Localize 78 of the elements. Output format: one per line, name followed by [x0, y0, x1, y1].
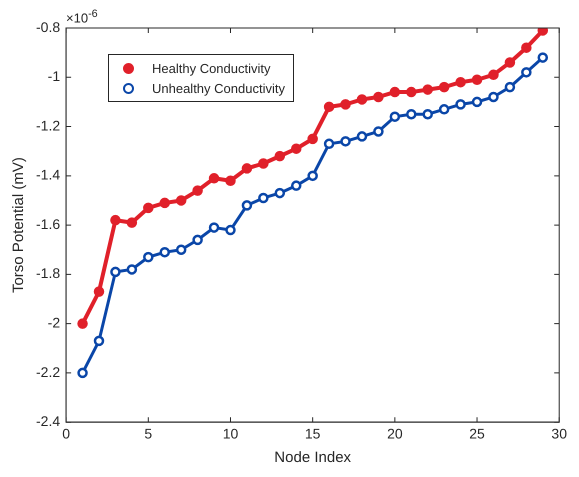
point — [406, 86, 417, 98]
y-tick-label: -0.8 — [36, 18, 60, 35]
point — [126, 264, 138, 275]
point — [208, 173, 220, 184]
point — [472, 96, 482, 108]
point — [159, 198, 170, 208]
point — [438, 82, 450, 92]
point — [225, 224, 236, 236]
point — [208, 222, 220, 233]
point — [438, 104, 450, 115]
point — [455, 99, 466, 110]
x-tick-label: 25 — [469, 425, 486, 442]
y-tick-label: -2 — [48, 314, 60, 331]
point — [143, 202, 154, 214]
point — [324, 102, 334, 112]
point — [373, 92, 384, 102]
point — [274, 150, 286, 162]
point — [192, 185, 203, 196]
point — [159, 246, 170, 258]
x-tick-label: 5 — [144, 425, 152, 442]
y-tick-label: -2.2 — [36, 364, 60, 380]
point — [176, 195, 186, 206]
point — [258, 192, 269, 204]
point — [406, 108, 417, 120]
point — [143, 252, 154, 262]
point — [110, 266, 121, 278]
point — [422, 84, 433, 95]
point — [225, 176, 236, 186]
point — [422, 108, 433, 120]
x-tick-label: 0 — [62, 425, 70, 442]
x-tick-label: 30 — [551, 425, 568, 442]
point — [390, 86, 400, 98]
point — [192, 234, 203, 246]
point — [126, 217, 138, 228]
x-tick-label: 15 — [304, 425, 321, 442]
point — [373, 126, 384, 137]
y-tick-label: -1.2 — [36, 117, 60, 134]
text: ×10$^{-6}$ — [66, 8, 98, 26]
point — [340, 99, 351, 110]
x-axis-title: Node Index — [274, 449, 352, 466]
point — [77, 318, 88, 329]
point — [504, 57, 516, 68]
y-tick-label: -2.4 — [36, 413, 60, 430]
y-axis-title: Torso Potential (mV) — [10, 157, 28, 294]
point — [307, 170, 318, 182]
y-tick-label: -1.6 — [36, 216, 60, 232]
point — [94, 286, 104, 297]
point — [521, 67, 532, 78]
point — [258, 158, 269, 169]
point — [94, 336, 104, 346]
point — [274, 188, 286, 198]
y-tick-label: -1.4 — [36, 166, 60, 183]
point — [472, 74, 482, 85]
point — [488, 70, 499, 80]
point — [290, 143, 302, 154]
point — [110, 214, 121, 226]
legend-label: Healthy Conductivity — [152, 60, 270, 76]
point — [390, 111, 400, 122]
legend-label: Unhealthy Conductivity — [152, 80, 285, 96]
point — [242, 200, 252, 211]
x-tick-label: 10 — [222, 425, 238, 442]
point — [538, 52, 548, 63]
point — [242, 163, 252, 174]
point — [290, 180, 302, 191]
point — [176, 244, 186, 255]
point — [340, 136, 351, 147]
x-tick-label: 20 — [387, 425, 403, 442]
point — [356, 131, 368, 142]
y-tick-label: -1 — [48, 68, 60, 84]
point — [77, 368, 88, 378]
point — [455, 76, 466, 88]
point — [324, 138, 334, 150]
point — [488, 92, 499, 102]
point — [356, 94, 368, 105]
point — [521, 42, 532, 53]
point — [307, 134, 318, 144]
y-tick-label: -1.8 — [36, 265, 60, 282]
point — [504, 82, 516, 92]
